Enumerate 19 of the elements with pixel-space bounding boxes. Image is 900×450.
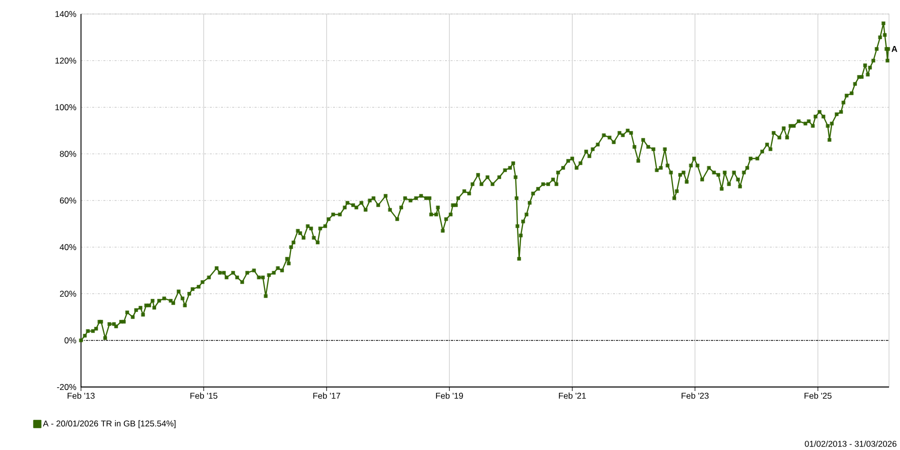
y-tick-label: -20% <box>57 384 76 390</box>
y-tick-label: 0% <box>64 337 76 344</box>
x-tick-label: Feb '23 <box>682 392 709 399</box>
legend-label: A - 20/01/2026 TR in GB [125.54%] <box>42 420 176 428</box>
y-tick-label: 20% <box>60 290 76 297</box>
y-tick-label: 40% <box>60 244 76 250</box>
text: 01/02/2013 - 31/03/2026 <box>804 440 896 447</box>
x-tick-label: Feb '17 <box>313 392 340 399</box>
y-tick-label: 120% <box>55 58 76 64</box>
x-tick-label: Feb '25 <box>804 392 832 399</box>
y-tick-label: 80% <box>60 150 76 157</box>
x-tick-label: Feb '13 <box>68 392 95 399</box>
y-tick-label: 60% <box>60 198 76 204</box>
annotation: A <box>892 46 898 52</box>
y-tick-label: 100% <box>55 104 76 110</box>
y-tick-label: 140% <box>55 11 76 17</box>
x-tick-label: Feb '19 <box>436 392 463 399</box>
x-tick-label: Feb '21 <box>558 392 586 399</box>
x-tick-label: Feb '15 <box>190 392 218 399</box>
